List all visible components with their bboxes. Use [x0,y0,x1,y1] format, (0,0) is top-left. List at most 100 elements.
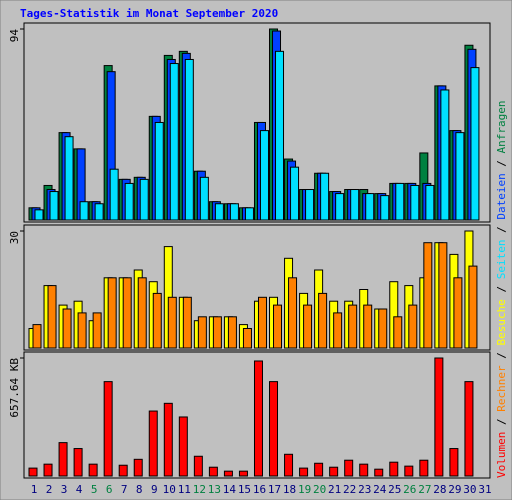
x-tick-label: 31 [478,483,491,496]
bar [28,467,38,477]
bar [329,466,339,477]
bar [290,166,300,221]
bar [152,292,162,349]
bar [103,381,113,477]
bar [178,416,188,477]
x-tick-label: 9 [151,483,158,496]
bar [229,203,239,221]
bar [43,463,53,477]
x-tick-label: 7 [121,483,128,496]
x-tick-label: 29 [448,483,461,496]
bar [299,467,309,477]
bar [419,459,429,477]
x-tick-label: 22 [343,483,356,496]
chart-title: Tages-Statistik im Monat September 2020 [20,7,278,20]
bar [107,277,117,349]
bar [193,455,203,477]
bar [389,461,399,477]
x-tick-label: 20 [313,483,326,496]
bar [453,277,463,349]
x-tick-label: 21 [328,483,341,496]
bar [288,277,298,349]
bar [408,304,418,349]
bar [259,130,269,221]
bar [455,132,465,221]
bar [124,182,134,221]
x-tick-label: 17 [268,483,281,496]
legend-entry: Seiten [495,240,508,280]
x-tick-label: 27 [418,483,431,496]
bar [470,67,480,221]
bar [32,324,42,349]
x-tick-label: 2 [46,483,53,496]
legend-separator: / [495,279,508,299]
x-tick-label: 25 [388,483,401,496]
bar [47,285,57,349]
bar [58,442,68,477]
bar [257,296,267,349]
x-tick-label: 24 [373,483,387,496]
bar [284,453,294,477]
legend-separator: / [495,346,508,366]
bar [139,178,149,221]
bar [269,381,279,477]
bar [208,466,218,477]
bar [314,462,324,477]
bar [423,242,433,349]
bar [148,410,158,477]
bar [212,316,222,349]
bar [378,308,388,349]
bar [374,468,384,477]
legend-separator: / [495,412,508,432]
bar [214,203,224,221]
y-tick-label: 657.64 KB [8,358,21,418]
bar [34,209,44,221]
bar [404,465,414,477]
bar [88,463,98,477]
bar [223,470,233,477]
bar [305,189,315,221]
legend-entry: Anfragen [495,100,508,153]
bar [62,308,72,349]
bar [363,304,373,349]
bar [365,193,375,221]
bar [137,277,147,349]
bar [348,304,358,349]
y-tick-label: 94 [8,29,21,43]
bar [197,316,207,349]
bar [77,312,87,349]
bar [79,201,89,221]
x-tick-label: 16 [253,483,266,496]
x-tick-label: 6 [106,483,113,496]
bar [303,304,313,349]
bar [449,448,459,477]
bar [253,360,263,477]
x-tick-label: 10 [163,483,176,496]
x-tick-label: 18 [283,483,296,496]
x-tick-label: 26 [403,483,416,496]
legend-entry: Rechner [495,365,508,412]
legend-entry: Dateien [495,173,508,219]
x-tick-label: 4 [76,483,83,496]
bar [118,464,128,477]
x-tick-label: 30 [463,483,476,496]
x-tick-label: 5 [91,483,98,496]
bar [182,296,192,349]
legend-entry: Volumen [495,432,508,478]
x-tick-label: 8 [136,483,143,496]
bar [94,203,104,221]
bar [167,296,177,349]
bar [199,176,209,221]
bar [184,58,194,221]
x-tick-label: 3 [61,483,68,496]
bar [350,189,360,221]
bar [359,463,369,477]
bar [440,89,450,221]
bar [425,184,435,221]
legend-separator: / [495,220,508,240]
bar [344,459,354,477]
legend: Volumen / Rechner / Besuche / Seiten / D… [495,100,508,478]
bar [169,63,179,221]
bar [464,381,474,477]
